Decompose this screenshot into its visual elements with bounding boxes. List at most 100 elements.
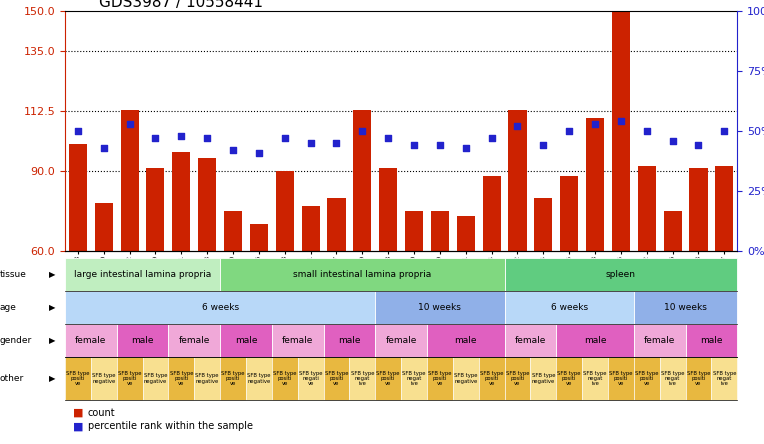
Text: other: other: [0, 374, 24, 383]
Bar: [198, 158, 216, 251]
Text: SFB type
negative: SFB type negative: [454, 373, 478, 384]
Point: [98, 144, 110, 151]
Text: male: male: [235, 336, 257, 345]
Bar: [379, 168, 397, 251]
Point: [692, 142, 704, 149]
Text: tissue: tissue: [0, 270, 27, 279]
Point: [227, 147, 239, 154]
Text: ▶: ▶: [49, 374, 55, 383]
Text: SFB type
negat
ive: SFB type negat ive: [661, 371, 685, 386]
Bar: [534, 198, 552, 251]
Text: SFB type
positi
ve: SFB type positi ve: [273, 371, 296, 386]
Text: SFB type
positi
ve: SFB type positi ve: [687, 371, 711, 386]
Point: [615, 118, 627, 125]
Point: [408, 142, 420, 149]
Point: [72, 127, 84, 135]
Bar: [276, 171, 294, 251]
Text: SFB type
negative: SFB type negative: [196, 373, 219, 384]
Point: [641, 127, 653, 135]
Point: [382, 135, 394, 142]
Text: ■: ■: [73, 421, 83, 431]
Bar: [353, 110, 371, 251]
Text: 6 weeks: 6 weeks: [551, 303, 588, 312]
Text: male: male: [131, 336, 154, 345]
Bar: [121, 110, 138, 251]
Text: female: female: [515, 336, 546, 345]
Point: [253, 149, 265, 156]
Text: SFB type
positi
ve: SFB type positi ve: [558, 371, 581, 386]
Text: large intestinal lamina propria: large intestinal lamina propria: [74, 270, 211, 279]
Text: ▶: ▶: [49, 336, 55, 345]
Text: male: male: [700, 336, 723, 345]
Bar: [483, 176, 500, 251]
Bar: [612, 11, 630, 251]
Point: [537, 142, 549, 149]
Bar: [405, 211, 423, 251]
Text: male: male: [455, 336, 477, 345]
Point: [149, 135, 161, 142]
Point: [279, 135, 291, 142]
Text: 10 weeks: 10 weeks: [419, 303, 461, 312]
Point: [589, 120, 601, 127]
Point: [460, 144, 472, 151]
Point: [666, 137, 678, 144]
Bar: [457, 216, 474, 251]
Bar: [586, 118, 604, 251]
Text: SFB type
positi
ve: SFB type positi ve: [428, 371, 452, 386]
Text: SFB type
positi
ve: SFB type positi ve: [118, 371, 141, 386]
Text: SFB type
negative: SFB type negative: [247, 373, 270, 384]
Text: ■: ■: [73, 408, 83, 418]
Text: ▶: ▶: [49, 303, 55, 312]
Text: female: female: [282, 336, 313, 345]
Point: [511, 123, 523, 130]
Text: ▶: ▶: [49, 270, 55, 279]
Point: [305, 139, 317, 147]
Bar: [689, 168, 707, 251]
Text: male: male: [584, 336, 607, 345]
Text: spleen: spleen: [606, 270, 636, 279]
Point: [718, 127, 730, 135]
Text: gender: gender: [0, 336, 32, 345]
Text: female: female: [75, 336, 106, 345]
Point: [356, 127, 368, 135]
Text: SFB type
negat
ive: SFB type negat ive: [351, 371, 374, 386]
Bar: [69, 144, 87, 251]
Bar: [147, 168, 164, 251]
Bar: [715, 166, 733, 251]
Text: SFB type
positi
ve: SFB type positi ve: [480, 371, 503, 386]
Text: GDS3987 / 10558441: GDS3987 / 10558441: [99, 0, 263, 10]
Text: SFB type
positi
ve: SFB type positi ve: [222, 371, 244, 386]
Bar: [560, 176, 578, 251]
Text: SFB type
negat
ive: SFB type negat ive: [583, 371, 607, 386]
Bar: [172, 152, 190, 251]
Text: 10 weeks: 10 weeks: [664, 303, 707, 312]
Text: age: age: [0, 303, 17, 312]
Text: SFB type
positi
ve: SFB type positi ve: [609, 371, 633, 386]
Text: SFB type
negative: SFB type negative: [92, 373, 115, 384]
Point: [330, 139, 342, 147]
Bar: [328, 198, 345, 251]
Text: SFB type
negat
ive: SFB type negat ive: [713, 371, 736, 386]
Text: SFB type
positi
ve: SFB type positi ve: [635, 371, 659, 386]
Bar: [224, 211, 242, 251]
Point: [201, 135, 213, 142]
Bar: [664, 211, 681, 251]
Text: female: female: [385, 336, 417, 345]
Text: count: count: [88, 408, 115, 418]
Bar: [431, 211, 449, 251]
Point: [124, 120, 136, 127]
Text: SFB type
positi
ve: SFB type positi ve: [66, 371, 89, 386]
Text: SFB type
positi
ve: SFB type positi ve: [325, 371, 348, 386]
Text: female: female: [179, 336, 210, 345]
Text: male: male: [338, 336, 361, 345]
Text: SFB type
negati
ve: SFB type negati ve: [299, 371, 322, 386]
Text: SFB type
negative: SFB type negative: [144, 373, 167, 384]
Text: SFB type
negat
ive: SFB type negat ive: [403, 371, 426, 386]
Text: percentile rank within the sample: percentile rank within the sample: [88, 421, 253, 431]
Text: SFB type
positi
ve: SFB type positi ve: [170, 371, 193, 386]
Text: 6 weeks: 6 weeks: [202, 303, 238, 312]
Bar: [95, 203, 113, 251]
Bar: [250, 224, 268, 251]
Bar: [508, 110, 526, 251]
Point: [175, 132, 187, 139]
